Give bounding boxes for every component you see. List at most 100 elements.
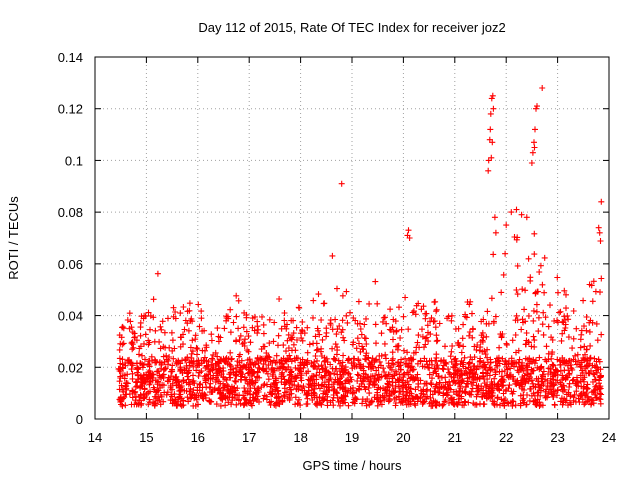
data-point bbox=[353, 363, 360, 370]
data-point bbox=[205, 366, 212, 373]
data-point bbox=[188, 315, 195, 322]
data-point bbox=[392, 385, 399, 391]
data-point bbox=[344, 357, 351, 364]
data-point bbox=[433, 338, 440, 345]
data-point bbox=[137, 324, 144, 331]
data-point bbox=[389, 379, 396, 386]
data-point bbox=[591, 355, 598, 362]
data-point bbox=[289, 347, 295, 354]
data-point bbox=[311, 363, 318, 370]
data-point bbox=[481, 347, 488, 354]
data-point bbox=[233, 401, 240, 408]
data-point bbox=[394, 346, 401, 353]
data-point bbox=[267, 383, 274, 390]
data-point bbox=[448, 317, 455, 324]
data-point bbox=[187, 385, 194, 392]
data-point bbox=[350, 355, 357, 362]
data-point bbox=[558, 395, 565, 402]
data-point bbox=[487, 110, 494, 117]
data-point bbox=[431, 388, 438, 395]
data-point bbox=[185, 381, 192, 388]
data-point bbox=[349, 399, 356, 406]
data-point bbox=[259, 313, 265, 320]
data-point bbox=[194, 384, 201, 391]
data-point bbox=[367, 399, 374, 406]
data-point bbox=[469, 310, 475, 317]
data-point bbox=[534, 288, 541, 295]
data-point bbox=[409, 367, 416, 373]
data-point bbox=[430, 397, 437, 404]
data-point bbox=[338, 180, 345, 187]
data-point bbox=[366, 378, 372, 385]
data-point bbox=[185, 398, 192, 405]
data-point bbox=[213, 401, 220, 408]
data-point bbox=[356, 383, 363, 390]
data-point bbox=[146, 380, 153, 386]
data-point bbox=[145, 389, 152, 396]
data-point bbox=[120, 325, 127, 332]
data-point bbox=[513, 236, 520, 243]
data-point bbox=[158, 374, 165, 381]
data-point bbox=[280, 342, 287, 349]
data-point bbox=[247, 339, 254, 346]
data-point bbox=[350, 384, 356, 391]
data-point bbox=[297, 362, 304, 369]
data-point bbox=[124, 371, 131, 378]
data-point bbox=[180, 341, 186, 348]
data-point bbox=[555, 289, 561, 296]
data-point bbox=[544, 377, 551, 384]
data-point bbox=[504, 399, 511, 406]
data-point bbox=[333, 331, 340, 338]
data-point bbox=[392, 318, 399, 325]
data-point bbox=[524, 362, 530, 369]
data-point bbox=[176, 394, 183, 401]
data-point bbox=[192, 336, 199, 343]
data-point bbox=[141, 394, 148, 401]
data-point bbox=[510, 388, 517, 395]
data-point bbox=[590, 400, 597, 407]
data-point bbox=[214, 353, 221, 360]
data-point bbox=[241, 374, 248, 381]
data-point bbox=[377, 385, 384, 392]
data-point bbox=[445, 385, 452, 392]
data-point bbox=[544, 394, 551, 401]
data-point bbox=[124, 357, 131, 364]
data-point bbox=[584, 363, 591, 370]
data-point bbox=[487, 126, 494, 133]
data-point bbox=[586, 328, 593, 335]
data-point bbox=[568, 401, 574, 408]
data-point bbox=[290, 330, 297, 337]
data-point bbox=[189, 348, 196, 355]
data-point bbox=[169, 393, 175, 400]
data-point bbox=[432, 324, 439, 331]
data-point bbox=[549, 349, 556, 356]
data-point bbox=[363, 356, 370, 363]
data-point bbox=[220, 374, 227, 381]
data-point bbox=[594, 386, 601, 393]
data-point bbox=[500, 377, 507, 383]
x-tick-label: 16 bbox=[191, 430, 205, 445]
data-point bbox=[454, 391, 461, 398]
data-point bbox=[117, 366, 124, 373]
data-point bbox=[499, 331, 506, 337]
data-point bbox=[493, 362, 500, 369]
data-point bbox=[274, 365, 281, 372]
data-point bbox=[203, 344, 210, 351]
data-point bbox=[116, 386, 123, 393]
data-point bbox=[160, 398, 167, 405]
data-point bbox=[417, 357, 424, 364]
data-point bbox=[459, 335, 466, 342]
data-point bbox=[424, 322, 431, 329]
data-point bbox=[150, 384, 157, 391]
data-point bbox=[178, 395, 185, 402]
data-point bbox=[530, 398, 537, 405]
data-point bbox=[563, 305, 569, 312]
data-point bbox=[520, 368, 527, 374]
data-point bbox=[566, 380, 573, 387]
data-point bbox=[400, 395, 407, 402]
data-point bbox=[296, 367, 303, 374]
data-point bbox=[217, 334, 224, 341]
data-point bbox=[414, 371, 421, 378]
data-point bbox=[129, 370, 136, 377]
data-point bbox=[310, 363, 317, 370]
